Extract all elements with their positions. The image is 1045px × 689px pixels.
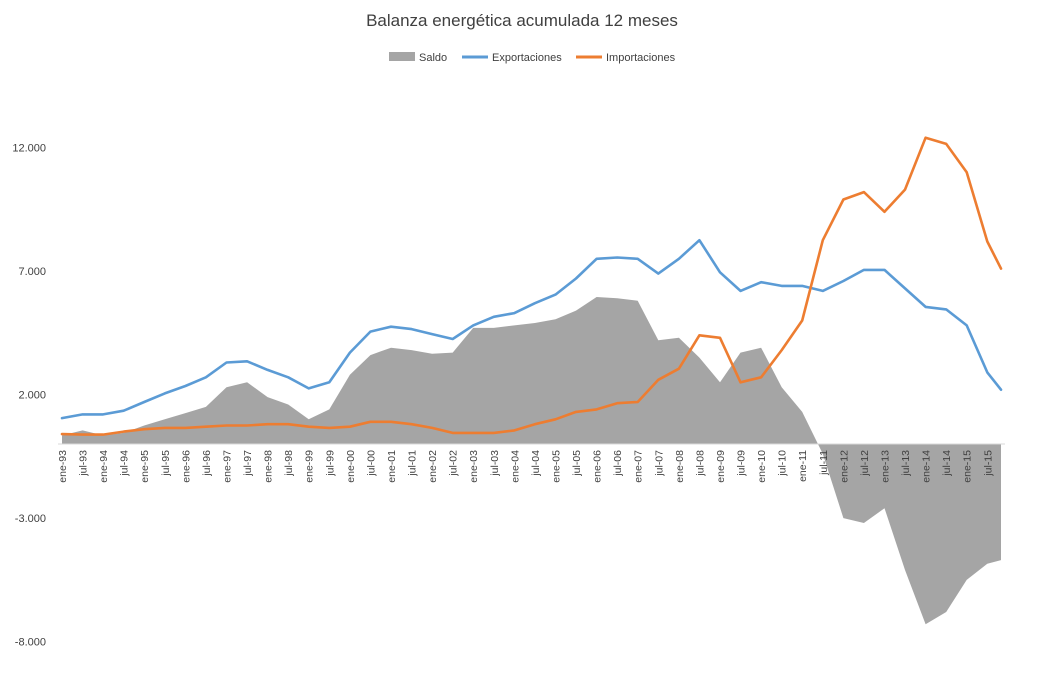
x-tick-label: ene-03 <box>468 450 480 483</box>
x-axis: ene-93 jul-93 ene-94 jul-94 ene-95 jul-95 ene-… <box>57 443 1005 483</box>
x-tick-label: ene-07 <box>633 450 645 483</box>
legend-swatch-saldo <box>389 52 415 61</box>
legend-item-importaciones: Importaciones <box>576 52 676 64</box>
x-tick-label: ene-06 <box>592 450 604 483</box>
x-tick-label: jul-14 <box>941 450 953 477</box>
x-tick-label: ene-02 <box>427 450 439 483</box>
x-tick-label: jul-02 <box>448 450 460 477</box>
y-tick-label: 7.000 <box>18 266 46 278</box>
x-tick-label: jul-06 <box>612 450 624 477</box>
x-tick-label: jul-93 <box>78 450 90 477</box>
legend-label-importaciones: Importaciones <box>606 52 676 64</box>
x-tick-label: jul-04 <box>530 450 542 477</box>
x-tick-label: jul-13 <box>900 450 912 477</box>
x-tick-label: ene-08 <box>674 450 686 483</box>
x-tick-label: jul-07 <box>653 450 665 477</box>
x-tick-label: ene-97 <box>222 450 234 483</box>
series-line-exportaciones <box>60 238 1003 420</box>
legend-label-saldo: Saldo <box>419 52 447 64</box>
series-line-importaciones <box>60 136 1003 436</box>
x-tick-label: ene-09 <box>715 450 727 483</box>
x-tick-label: jul-09 <box>736 450 748 477</box>
legend-label-exportaciones: Exportaciones <box>492 52 562 64</box>
y-axis: 12.000 7.000 2.000 -3.000 -8.000 <box>12 143 46 649</box>
x-tick-label: jul-15 <box>982 450 994 477</box>
plot-area <box>60 136 1003 625</box>
x-tick-label: ene-11 <box>797 450 809 482</box>
legend-item-saldo: Saldo <box>389 52 447 64</box>
x-tick-label: ene-94 <box>98 450 110 483</box>
chart-title: Balanza energética acumulada 12 meses <box>366 11 678 30</box>
x-tick-label: ene-99 <box>304 450 316 483</box>
x-tick-label: jul-00 <box>365 450 377 477</box>
x-tick-label: jul-03 <box>489 450 501 477</box>
x-tick-label: ene-00 <box>345 450 357 483</box>
x-tick-label: jul-95 <box>160 450 172 477</box>
x-tick-label: jul-01 <box>407 450 419 477</box>
series-area-saldo <box>62 297 1001 625</box>
x-tick-label: ene-95 <box>139 450 151 483</box>
x-tick-label: jul-05 <box>571 450 583 477</box>
x-tick-label: jul-94 <box>119 450 131 477</box>
x-tick-label: ene-98 <box>263 450 275 483</box>
x-tick-label: jul-97 <box>242 450 254 477</box>
legend: Saldo Exportaciones Importaciones <box>389 52 676 64</box>
x-tick-label: ene-04 <box>509 450 521 483</box>
x-tick-label: jul-11 <box>818 450 830 476</box>
y-tick-label: 2.000 <box>18 390 46 402</box>
y-tick-label: 12.000 <box>12 143 46 155</box>
x-tick-label: ene-05 <box>551 450 563 483</box>
x-tick-label: ene-13 <box>880 450 892 483</box>
legend-item-exportaciones: Exportaciones <box>462 52 562 64</box>
x-tick-label: jul-08 <box>694 450 706 477</box>
y-tick-label: -8.000 <box>15 637 46 649</box>
x-tick-label: ene-96 <box>180 450 192 483</box>
x-tick-label: ene-15 <box>962 450 974 483</box>
x-tick-label: jul-12 <box>859 450 871 477</box>
x-tick-label: ene-93 <box>57 450 69 483</box>
x-tick-label: jul-10 <box>777 450 789 477</box>
x-tick-label: jul-99 <box>324 450 336 477</box>
y-tick-label: -3.000 <box>15 513 46 525</box>
x-tick-label: jul-98 <box>283 450 295 477</box>
x-tick-label: jul-96 <box>201 450 213 477</box>
x-tick-label: ene-10 <box>756 450 768 483</box>
x-tick-label: ene-01 <box>386 450 398 483</box>
x-tick-label: ene-14 <box>921 450 933 483</box>
x-tick-label: ene-12 <box>838 450 850 483</box>
